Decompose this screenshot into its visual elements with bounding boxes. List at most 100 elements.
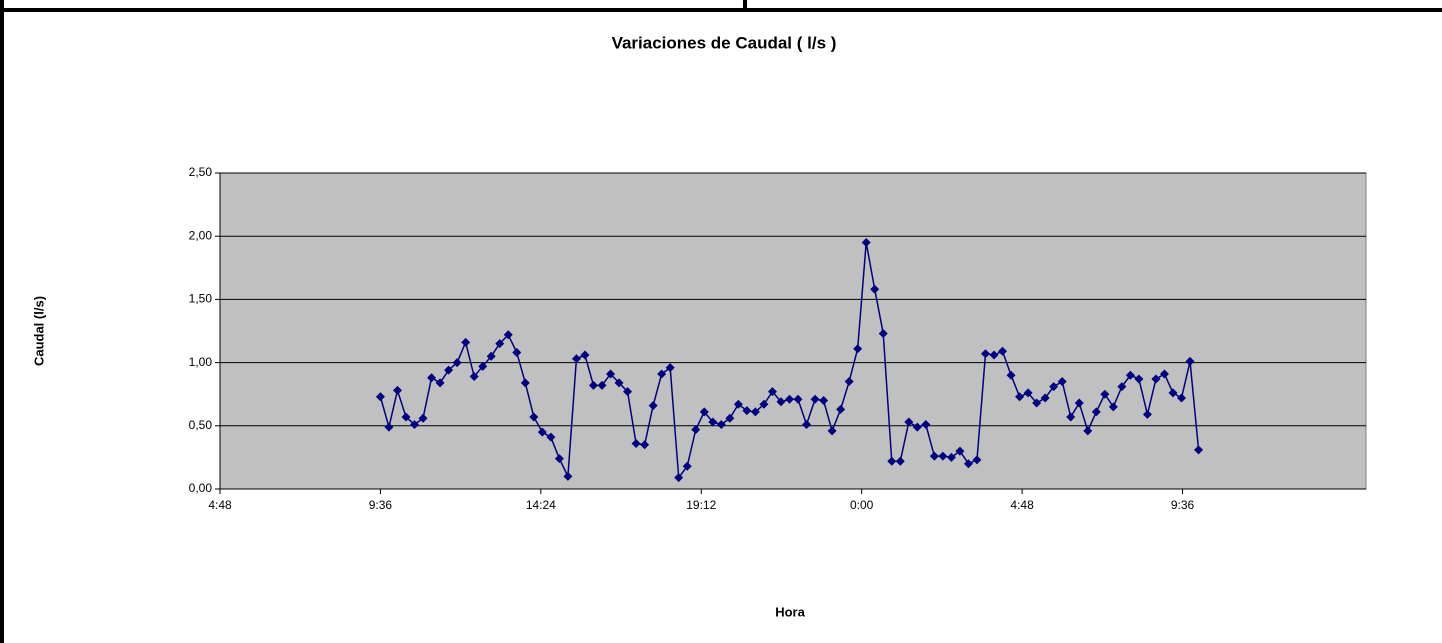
data-point — [486, 351, 496, 361]
data-point — [963, 459, 973, 469]
data-point — [861, 238, 871, 248]
data-point — [776, 397, 786, 407]
data-point — [640, 440, 650, 450]
data-point — [1006, 370, 1016, 380]
data-point — [921, 420, 931, 430]
data-point — [981, 349, 991, 359]
data-point — [733, 399, 743, 409]
data-point — [1185, 356, 1195, 366]
x-tick-label: 19:12 — [686, 498, 716, 512]
data-point — [1108, 402, 1118, 412]
data-point — [1151, 374, 1161, 384]
data-point — [614, 378, 624, 388]
data-point — [674, 473, 684, 483]
data-point — [1083, 426, 1093, 436]
data-point — [665, 363, 675, 373]
data-point — [912, 422, 922, 432]
data-point — [1134, 374, 1144, 384]
y-tick-label: 0,50 — [189, 418, 213, 432]
data-point — [691, 425, 701, 435]
y-tick-label: 1,00 — [189, 355, 213, 369]
x-tick-label: 0:00 — [850, 498, 874, 512]
data-point — [1159, 369, 1169, 379]
data-point — [588, 380, 598, 390]
data-point — [827, 426, 837, 436]
data-point — [972, 455, 982, 465]
data-point — [750, 407, 760, 417]
x-tick-label: 4:48 — [208, 498, 232, 512]
y-tick-label: 2,50 — [189, 165, 213, 179]
data-point — [895, 456, 905, 466]
data-point — [1177, 393, 1187, 403]
data-point — [836, 404, 846, 414]
data-point — [878, 329, 888, 339]
data-point — [410, 420, 420, 430]
data-point — [870, 284, 880, 294]
data-point — [631, 438, 641, 448]
data-point — [853, 344, 863, 354]
data-point — [657, 369, 667, 379]
data-point — [1032, 398, 1042, 408]
y-tick-label: 0,00 — [189, 481, 213, 495]
x-tick-label: 14:24 — [526, 498, 556, 512]
data-point — [802, 420, 812, 430]
data-point — [810, 394, 820, 404]
data-point — [375, 392, 385, 402]
data-point — [606, 369, 616, 379]
data-point — [682, 461, 692, 471]
data-point — [546, 432, 556, 442]
x-tick-label: 9:36 — [369, 498, 393, 512]
data-point — [537, 427, 547, 437]
data-point — [1057, 377, 1067, 387]
data-point — [1091, 407, 1101, 417]
data-point — [461, 337, 471, 347]
x-tick-label: 9:36 — [1171, 498, 1195, 512]
data-point — [1023, 388, 1033, 398]
data-point — [1015, 392, 1025, 402]
data-point — [1142, 409, 1152, 419]
data-point — [904, 417, 914, 427]
data-point — [1040, 393, 1050, 403]
x-axis-label: Hora — [775, 604, 805, 619]
data-point — [699, 407, 709, 417]
data-point — [784, 394, 794, 404]
data-point — [452, 358, 462, 368]
top-border — [0, 8, 1442, 12]
cell-divider — [743, 0, 747, 10]
data-point — [392, 385, 402, 395]
chart-title: Variaciones de Caudal ( l/s ) — [612, 33, 837, 52]
data-point — [955, 446, 965, 456]
data-point — [725, 413, 735, 423]
data-point — [648, 401, 658, 411]
data-point — [571, 354, 581, 364]
data-point — [563, 471, 573, 481]
left-border — [0, 0, 4, 643]
data-point — [989, 350, 999, 360]
data-point — [1100, 389, 1110, 399]
data-point — [1194, 445, 1204, 455]
data-point — [435, 378, 445, 388]
data-point — [929, 451, 939, 461]
data-point — [708, 417, 718, 427]
data-point — [384, 422, 394, 432]
plot-area — [219, 172, 1367, 490]
data-point — [716, 420, 726, 430]
data-point — [427, 373, 437, 383]
data-point — [478, 361, 488, 371]
data-point — [529, 412, 539, 422]
data-point — [597, 380, 607, 390]
data-point — [512, 347, 522, 357]
data-point — [938, 451, 948, 461]
data-point — [444, 365, 454, 375]
x-tick-label: 4:48 — [1010, 498, 1034, 512]
data-point — [520, 378, 530, 388]
data-point — [1168, 388, 1178, 398]
data-point — [580, 350, 590, 360]
data-point — [819, 396, 829, 406]
data-point — [887, 456, 897, 466]
data-point — [469, 372, 479, 382]
y-tick-label: 2,00 — [189, 228, 213, 242]
data-point — [554, 454, 564, 464]
data-point — [759, 399, 769, 409]
